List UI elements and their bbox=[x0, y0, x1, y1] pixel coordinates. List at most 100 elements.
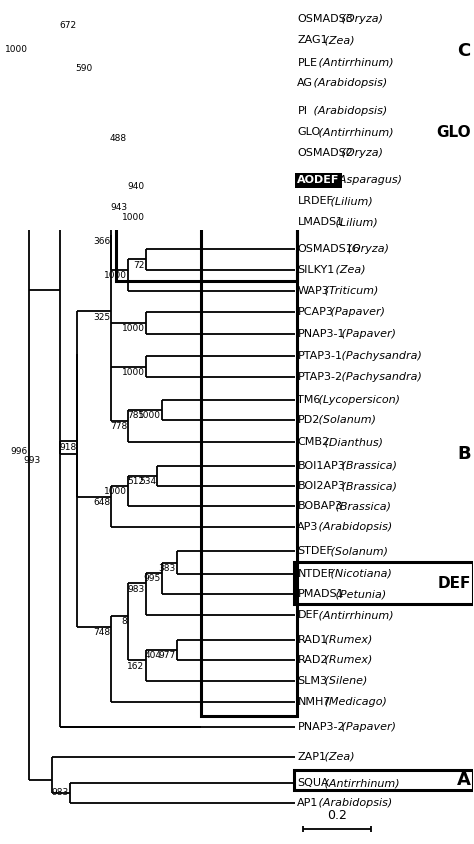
Text: (Antirrhinum): (Antirrhinum) bbox=[321, 778, 400, 788]
Text: A: A bbox=[457, 771, 471, 789]
Text: 983: 983 bbox=[128, 585, 145, 594]
Text: 943: 943 bbox=[110, 203, 127, 212]
Text: B: B bbox=[457, 445, 471, 463]
Text: PTAP3-2: PTAP3-2 bbox=[297, 372, 343, 382]
Text: (Antirrhinum): (Antirrhinum) bbox=[315, 57, 394, 68]
Text: 325: 325 bbox=[93, 313, 110, 322]
Text: (Brassica): (Brassica) bbox=[338, 461, 397, 471]
Text: (Oryza): (Oryza) bbox=[338, 149, 383, 159]
Text: NTDEF: NTDEF bbox=[297, 569, 334, 579]
Text: (Silene): (Silene) bbox=[321, 676, 367, 685]
Text: TM6: TM6 bbox=[297, 395, 321, 404]
Text: OSMADS3: OSMADS3 bbox=[297, 14, 353, 24]
Text: (Oryza): (Oryza) bbox=[338, 14, 383, 24]
Text: (Papaver): (Papaver) bbox=[338, 328, 396, 338]
Text: WAP3: WAP3 bbox=[297, 285, 329, 295]
Text: BOBAP3: BOBAP3 bbox=[297, 501, 343, 511]
Text: 488: 488 bbox=[110, 134, 127, 143]
Text: PNAP3-1: PNAP3-1 bbox=[297, 328, 345, 338]
Text: (Rumex): (Rumex) bbox=[321, 635, 373, 645]
Text: (Arabidopsis): (Arabidopsis) bbox=[315, 522, 392, 533]
Text: 404: 404 bbox=[144, 652, 161, 660]
Text: 8: 8 bbox=[121, 618, 127, 626]
Text: (Arabidopsis): (Arabidopsis) bbox=[310, 106, 387, 116]
Text: PI: PI bbox=[297, 106, 308, 116]
Bar bbox=[116, 190, 297, 280]
Text: 995: 995 bbox=[144, 574, 161, 583]
Text: GLO: GLO bbox=[297, 127, 320, 138]
Text: (Zea): (Zea) bbox=[332, 265, 366, 274]
Text: PLE: PLE bbox=[297, 57, 318, 68]
Text: 1000: 1000 bbox=[104, 488, 127, 496]
Text: (Lilium): (Lilium) bbox=[332, 218, 378, 227]
Bar bbox=[293, 770, 473, 790]
Text: BOI1AP3: BOI1AP3 bbox=[297, 461, 345, 471]
Text: LMADS1: LMADS1 bbox=[297, 218, 344, 227]
Text: (Zea): (Zea) bbox=[321, 752, 355, 762]
Text: 672: 672 bbox=[59, 20, 76, 30]
Text: BOI2AP3: BOI2AP3 bbox=[297, 481, 345, 491]
Text: (Lilium): (Lilium) bbox=[327, 197, 373, 207]
Text: 366: 366 bbox=[93, 237, 110, 246]
Text: 1000: 1000 bbox=[138, 411, 161, 420]
Text: 778: 778 bbox=[110, 423, 127, 431]
Text: 785: 785 bbox=[128, 411, 145, 420]
Text: 1000: 1000 bbox=[121, 324, 145, 333]
Bar bbox=[293, 30, 473, 72]
Text: (Oryza): (Oryza) bbox=[344, 244, 389, 253]
Text: AG: AG bbox=[297, 78, 313, 88]
Text: GLO: GLO bbox=[436, 125, 471, 140]
Text: (Pachysandra): (Pachysandra) bbox=[338, 372, 422, 382]
Text: 940: 940 bbox=[128, 181, 145, 191]
Text: OSMADS16: OSMADS16 bbox=[297, 244, 360, 253]
Text: ZAP1: ZAP1 bbox=[297, 752, 327, 762]
Text: SILKY1: SILKY1 bbox=[297, 265, 335, 274]
Text: (Petunia): (Petunia) bbox=[332, 589, 386, 599]
Text: SQUA: SQUA bbox=[297, 778, 329, 788]
Text: 1000: 1000 bbox=[121, 368, 145, 377]
Text: 648: 648 bbox=[93, 498, 110, 507]
Text: (Papaver): (Papaver) bbox=[338, 722, 396, 732]
Text: AP3: AP3 bbox=[297, 522, 319, 533]
Text: (Zea): (Zea) bbox=[321, 35, 355, 45]
Text: (Brassica): (Brassica) bbox=[332, 501, 391, 511]
Text: (Arabidopsis): (Arabidopsis) bbox=[310, 78, 387, 88]
Text: ZAG1: ZAG1 bbox=[297, 35, 328, 45]
Text: PD2: PD2 bbox=[297, 415, 320, 425]
Text: 72: 72 bbox=[133, 261, 145, 269]
Text: OSMADS2: OSMADS2 bbox=[297, 149, 353, 159]
Text: 1000: 1000 bbox=[104, 271, 127, 280]
Text: PNAP3-2: PNAP3-2 bbox=[297, 722, 345, 732]
Bar bbox=[201, 190, 297, 716]
Text: (Arabidopsis): (Arabidopsis) bbox=[315, 798, 392, 809]
Text: NMH7: NMH7 bbox=[297, 697, 331, 707]
Text: (Nicotiana): (Nicotiana) bbox=[327, 569, 392, 579]
Text: (Brassica): (Brassica) bbox=[338, 481, 397, 491]
Text: AP1: AP1 bbox=[297, 798, 319, 809]
Text: (Dianthus): (Dianthus) bbox=[321, 437, 383, 447]
Text: (Solanum): (Solanum) bbox=[327, 546, 388, 556]
Text: (Antirrhinum): (Antirrhinum) bbox=[315, 610, 394, 620]
Text: RAD1: RAD1 bbox=[297, 635, 328, 645]
Text: 534: 534 bbox=[139, 478, 156, 486]
Text: PTAP3-1: PTAP3-1 bbox=[297, 351, 342, 361]
Text: 590: 590 bbox=[76, 64, 93, 73]
Text: (Solanum): (Solanum) bbox=[315, 415, 376, 425]
Text: SLM3: SLM3 bbox=[297, 676, 328, 685]
Text: LRDEF: LRDEF bbox=[297, 197, 333, 207]
Text: CMB2: CMB2 bbox=[297, 437, 329, 447]
Text: (Rumex): (Rumex) bbox=[321, 655, 373, 664]
Bar bbox=[293, 122, 473, 143]
Text: 1000: 1000 bbox=[5, 45, 28, 53]
Text: (Pachysandra): (Pachysandra) bbox=[338, 351, 422, 361]
Text: DEF: DEF bbox=[438, 576, 471, 591]
Text: C: C bbox=[457, 42, 471, 60]
Text: (Antirrhinum): (Antirrhinum) bbox=[315, 127, 394, 138]
Text: RAD2: RAD2 bbox=[297, 655, 328, 664]
Text: 977: 977 bbox=[158, 652, 176, 660]
Text: (Asparagus): (Asparagus) bbox=[331, 176, 402, 186]
Text: (Triticum): (Triticum) bbox=[321, 285, 378, 295]
Text: 748: 748 bbox=[93, 629, 110, 637]
Text: 983: 983 bbox=[51, 788, 69, 797]
Text: 993: 993 bbox=[23, 456, 40, 465]
